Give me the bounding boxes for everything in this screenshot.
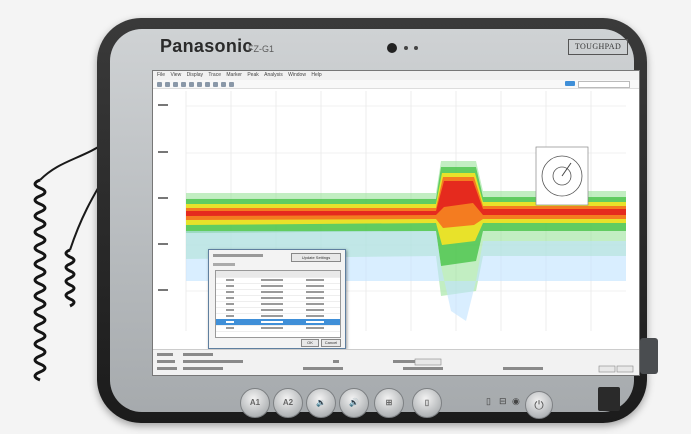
table-row[interactable]	[216, 277, 340, 284]
sensor-dot	[404, 46, 408, 50]
toolbar-button[interactable]	[213, 82, 218, 87]
model-label: FZ-G1	[248, 44, 274, 54]
toughpad-badge: TOUGHPAD	[568, 39, 628, 55]
settings-dialog[interactable]: Update Settings	[208, 249, 346, 349]
toolbar-field[interactable]	[578, 81, 630, 88]
table-row[interactable]	[216, 295, 340, 302]
table-row[interactable]	[216, 301, 340, 308]
volume-down-button[interactable]: 🔉	[306, 388, 336, 418]
menu-item[interactable]: Analysis	[264, 72, 283, 78]
toolbar-button[interactable]	[181, 82, 186, 87]
toolbar-button[interactable]	[157, 82, 162, 87]
menu-item[interactable]: Peak	[247, 72, 259, 78]
menu-item[interactable]: Window	[288, 72, 306, 78]
windows-button[interactable]: ⊞	[374, 388, 404, 418]
wireless-led-icon: ◉	[512, 396, 520, 406]
rotation-lock-icon: ▯	[424, 398, 430, 407]
toolbar-button[interactable]	[197, 82, 202, 87]
app-toolbar	[153, 80, 639, 89]
status-panel	[153, 349, 639, 375]
table-row[interactable]	[216, 307, 340, 314]
brand-logo: Panasonic	[160, 36, 253, 56]
toolbar-button[interactable]	[189, 82, 194, 87]
a2-button[interactable]: A2	[273, 388, 303, 418]
intel-badge	[640, 338, 658, 374]
status-fields	[157, 353, 634, 373]
sensor-dot	[414, 46, 418, 50]
menu-item[interactable]: Marker	[226, 72, 242, 78]
spectrum-plot[interactable]: Update Settings	[156, 91, 634, 349]
energy-star-logo	[598, 387, 620, 411]
power-icon: ⏻	[534, 398, 544, 412]
drive-led-icon: ⊟	[499, 396, 507, 406]
channel-table[interactable]	[215, 270, 341, 338]
volume-up-icon: 🔊	[349, 398, 359, 407]
toolbar-indicator	[565, 81, 575, 86]
windows-icon: ⊞	[385, 398, 393, 407]
menu-item[interactable]: Trace	[208, 72, 221, 78]
tablet-screen[interactable]: File View Display Trace Marker Peak Anal…	[152, 70, 640, 376]
battery-led-icon: ▯	[486, 396, 491, 406]
table-cells	[226, 279, 324, 329]
menu-item[interactable]: File	[157, 72, 166, 78]
volume-up-button[interactable]: 🔊	[339, 388, 369, 418]
table-header-row	[216, 271, 340, 278]
a1-button[interactable]: A1	[240, 388, 270, 418]
toolbar-button[interactable]	[205, 82, 210, 87]
menu-item[interactable]: Help	[311, 72, 322, 78]
table-row[interactable]	[216, 325, 340, 332]
toolbar-button[interactable]	[173, 82, 178, 87]
update-settings-button[interactable]: Update Settings	[291, 253, 341, 262]
camera-icon	[387, 43, 397, 53]
compass-widget	[535, 146, 589, 206]
dialog-cancel-button[interactable]: Cancel	[321, 339, 341, 347]
dialog-ok-button[interactable]: OK	[301, 339, 319, 347]
volume-down-icon: 🔉	[316, 398, 326, 407]
toolbar-button[interactable]	[229, 82, 234, 87]
rotation-lock-button[interactable]: ▯	[412, 388, 442, 418]
menu-item[interactable]: View	[170, 72, 182, 78]
table-row[interactable]	[216, 289, 340, 296]
toolbar-button[interactable]	[165, 82, 170, 87]
dialog-title	[213, 254, 263, 257]
table-row[interactable]	[216, 283, 340, 290]
dialog-subtitle	[213, 263, 235, 266]
toolbar-button[interactable]	[221, 82, 226, 87]
power-button[interactable]: ⏻	[525, 391, 553, 419]
menu-item[interactable]: Display	[186, 72, 203, 78]
